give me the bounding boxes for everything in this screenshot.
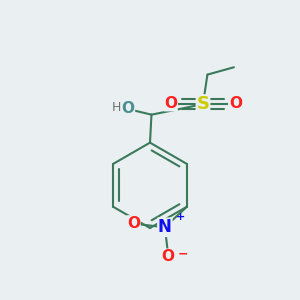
Text: O: O xyxy=(122,101,134,116)
Text: N: N xyxy=(158,218,172,236)
Text: O: O xyxy=(229,96,242,111)
Text: S: S xyxy=(196,95,209,113)
Text: O: O xyxy=(127,216,140,231)
Text: −: − xyxy=(177,248,188,261)
Text: O: O xyxy=(164,96,177,111)
Text: H: H xyxy=(112,100,121,113)
Text: O: O xyxy=(161,249,174,264)
Text: +: + xyxy=(176,212,185,222)
